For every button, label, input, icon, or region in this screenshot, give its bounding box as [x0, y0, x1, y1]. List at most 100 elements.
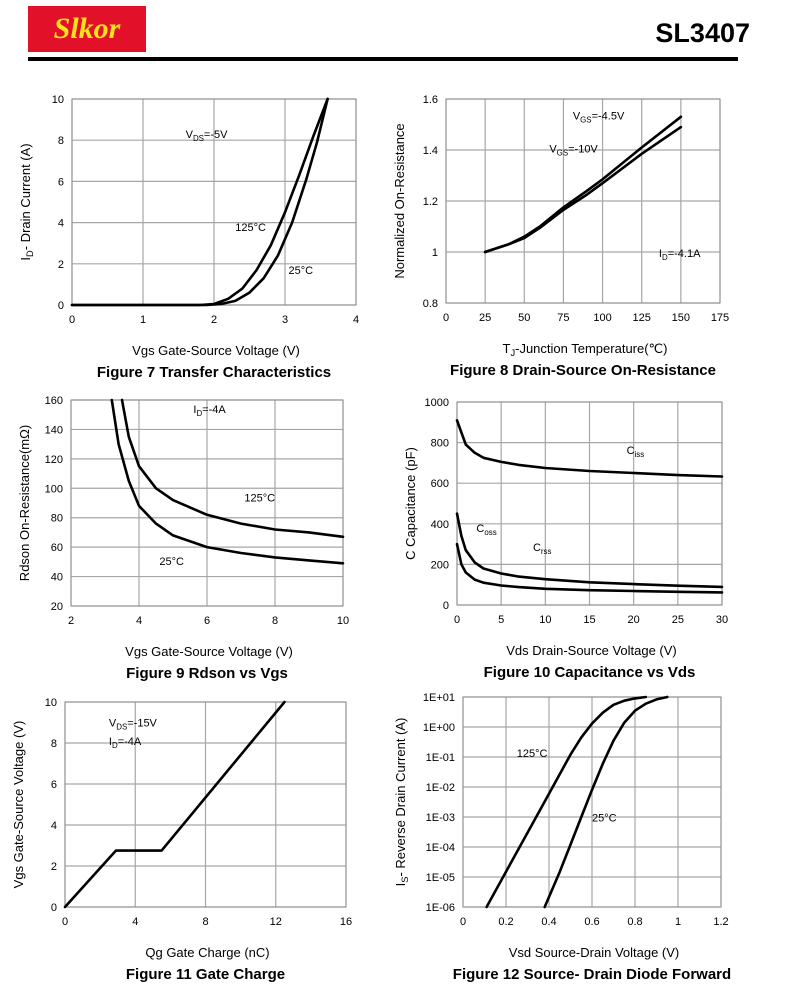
annotation-label: 125°C [244, 493, 275, 505]
y-tick-label: 0 [51, 902, 57, 914]
x-tick-label: 0 [62, 916, 68, 928]
series-line [455, 542, 724, 594]
x-tick-label: 100 [593, 312, 611, 324]
x-tick-label: 0 [443, 312, 449, 324]
x-tick-label: 25 [479, 312, 491, 324]
annotation-label: 25°C [289, 265, 314, 277]
y-tick-label: 1E-03 [426, 812, 455, 824]
x-tick-label: 150 [672, 312, 690, 324]
y-axis-label: ID- Drain Current (A) [18, 143, 35, 260]
plot-frame [64, 701, 347, 908]
y-tick-label: 2 [58, 259, 64, 271]
series-line [70, 97, 329, 307]
y-tick-label: 8 [51, 738, 57, 750]
x-axis-label: Vds Drain-Source Voltage (V) [506, 643, 677, 658]
y-tick-label: 1E-06 [426, 902, 455, 914]
fig7-chart: 0 1 2 3 4 0 2 4 6 8 10 Vgs Gate-Source Voltage (V) I… [18, 94, 359, 381]
y-tick-label: 6 [58, 176, 64, 188]
x-tick-label: 1 [140, 314, 146, 326]
y-tick-label: 60 [51, 542, 63, 554]
x-tick-label: 8 [272, 615, 278, 627]
x-axis-label: TJ-Junction Temperature(℃) [503, 341, 668, 358]
y-tick-label: 800 [431, 438, 449, 450]
y-tick-label: 200 [431, 559, 449, 571]
x-tick-label: 1.2 [713, 916, 728, 928]
fig12-chart: 0 0.2 0.4 0.6 0.8 1 1.2 1E-06 1E-05 1E-04 1E-03 1E-… [393, 692, 731, 983]
x-tick-label: 175 [711, 312, 729, 324]
annotation-label: 25°C [159, 556, 184, 568]
y-tick-label: 1.2 [423, 196, 438, 208]
y-axis-label: Rdson On-Resistance(mΩ) [17, 425, 32, 581]
y-axis-label: Vgs Gate-Source Voltage (V) [11, 721, 26, 889]
x-tick-label: 2 [68, 615, 74, 627]
y-axis-label: IS- Reverse Drain Current (A) [393, 718, 410, 887]
series-line [543, 695, 669, 909]
gridlines [70, 399, 344, 607]
y-tick-label: 1E-04 [426, 842, 455, 854]
x-tick-label: 12 [270, 916, 282, 928]
x-tick-label: 3 [282, 314, 288, 326]
annotation-label: ID=-4A [193, 404, 226, 418]
gridlines [462, 696, 722, 908]
x-tick-label: 0.2 [498, 916, 513, 928]
chart-title: Figure 11 Gate Charge [126, 966, 285, 983]
y-tick-label: 100 [45, 483, 63, 495]
annotation-label: ID=-4.1A [659, 248, 701, 262]
y-tick-label: 2 [51, 861, 57, 873]
x-tick-label: 8 [202, 916, 208, 928]
series-line [483, 115, 683, 254]
y-tick-label: 1 [432, 247, 438, 259]
y-tick-label: 1E+01 [423, 692, 455, 704]
series-line [110, 398, 345, 565]
x-tick-label: 30 [716, 614, 728, 626]
x-tick-label: 0.4 [541, 916, 556, 928]
fig8-chart: 0 25 50 75 100 125 150 175 0.8 1 1.2 1.4 1.6 TJ-Junct… [392, 94, 729, 379]
x-axis-label: Vsd Source-Drain Voltage (V) [509, 945, 680, 960]
y-axis-label: C Capacitance (pF) [403, 447, 418, 560]
y-tick-label: 140 [45, 424, 63, 436]
chart-title: Figure 7 Transfer Characteristics [97, 364, 331, 381]
x-tick-label: 10 [539, 614, 551, 626]
plot-frame [445, 98, 721, 304]
y-tick-label: 1E-02 [426, 782, 455, 794]
y-tick-label: 80 [51, 513, 63, 525]
x-tick-label: 0 [454, 614, 460, 626]
x-tick-label: 25 [672, 614, 684, 626]
header-rule [28, 57, 738, 61]
x-tick-label: 6 [204, 615, 210, 627]
chart-title: Figure 12 Source- Drain Diode Forward [453, 966, 731, 983]
plot-frame [456, 401, 723, 606]
y-axis-label: Normalized On-Resistance [392, 123, 407, 278]
x-tick-label: 2 [211, 314, 217, 326]
x-tick-label: 20 [628, 614, 640, 626]
annotation-label: Crss [533, 542, 552, 556]
brand-logo: Slkor [28, 6, 146, 52]
y-tick-label: 1E-05 [426, 872, 455, 884]
annotation-label: VGS=-10V [549, 144, 598, 158]
y-tick-label: 160 [45, 395, 63, 407]
y-tick-label: 4 [58, 218, 64, 230]
fig10-chart: 0 5 10 15 20 25 30 0 200 400 600 800 1000 Vds Drain-S… [403, 397, 728, 681]
x-tick-label: 0.8 [627, 916, 642, 928]
chart-title: Figure 10 Capacitance vs Vds [484, 664, 696, 681]
annotation-label: VDS=-5V [186, 129, 229, 143]
plot-frame [70, 399, 344, 607]
part-number: SL3407 [655, 18, 750, 48]
y-tick-label: 10 [45, 697, 57, 709]
x-tick-label: 5 [498, 614, 504, 626]
annotation-label: VDS=-15V [109, 718, 158, 732]
y-tick-label: 6 [51, 779, 57, 791]
y-tick-label: 0.8 [423, 298, 438, 310]
gridlines [456, 401, 723, 606]
annotation-label: VGS=-4.5V [573, 110, 625, 124]
x-axis-label: Qg Gate Charge (nC) [145, 945, 269, 960]
annotation-label: Coss [476, 523, 496, 537]
series-line [63, 700, 286, 909]
gridlines [64, 701, 347, 908]
chart-title: Figure 8 Drain-Source On-Resistance [450, 362, 716, 379]
y-tick-label: 120 [45, 454, 63, 466]
x-tick-label: 16 [340, 916, 352, 928]
chart-title: Figure 9 Rdson vs Vgs [126, 665, 288, 682]
y-tick-label: 8 [58, 135, 64, 147]
